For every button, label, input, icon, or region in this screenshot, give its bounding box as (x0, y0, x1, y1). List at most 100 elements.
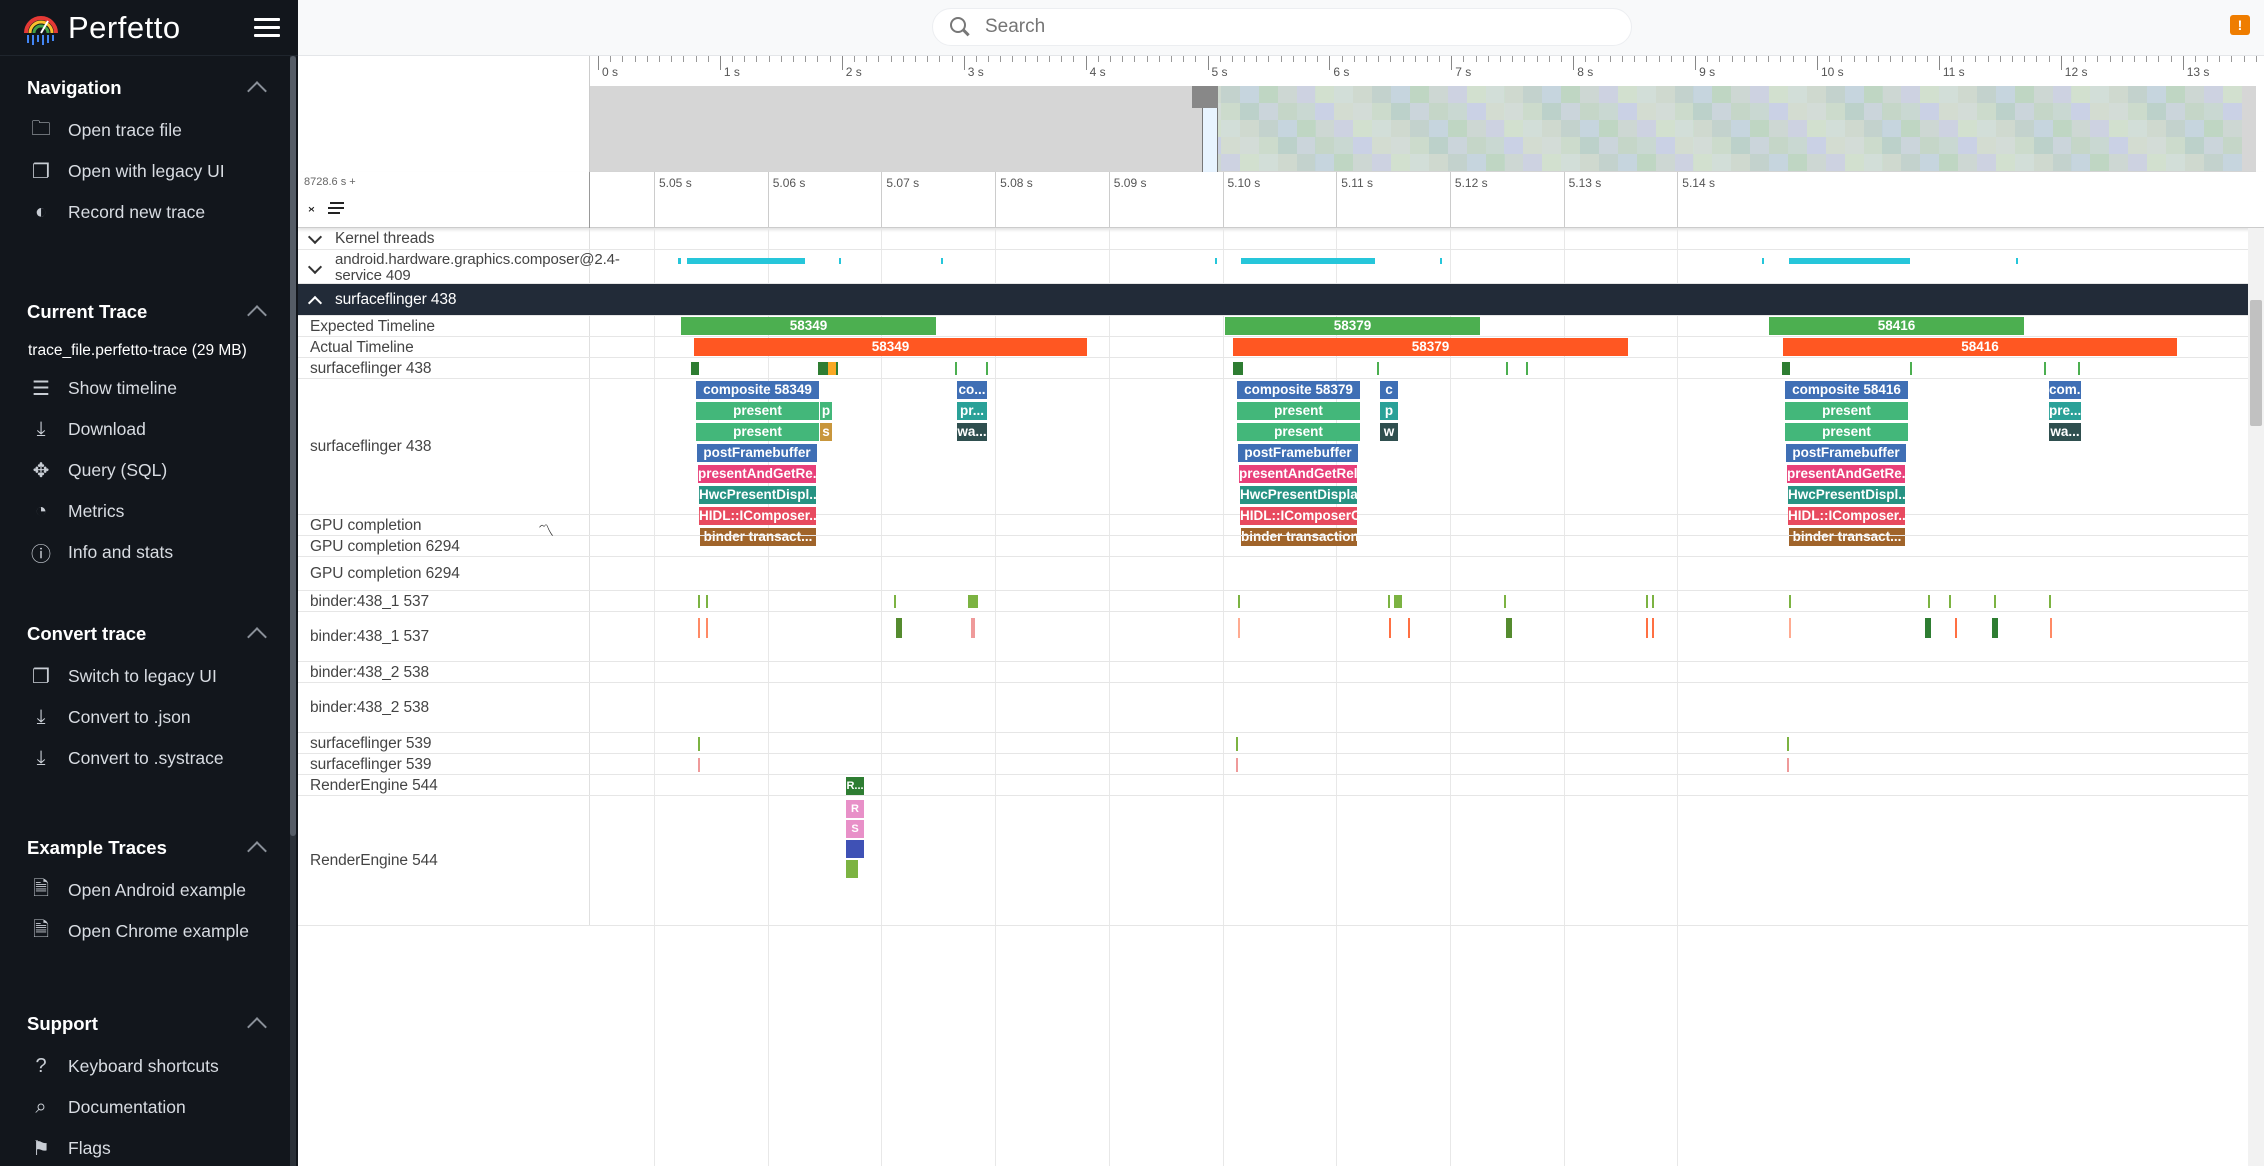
track-gpu-completion-6294-b[interactable]: GPU completion 6294 (298, 557, 2254, 591)
binder-mark[interactable] (698, 595, 700, 608)
sidebar-item-switch-to-legacy-ui[interactable]: ❐ Switch to legacy UI (0, 656, 290, 697)
search-input[interactable] (985, 16, 1585, 38)
chevron-up-icon[interactable] (247, 841, 267, 861)
slice-hwcpresentdispl[interactable]: HwcPresentDispl... (699, 486, 816, 504)
binder-mark[interactable] (971, 618, 975, 638)
track-label-area[interactable] (298, 536, 590, 556)
slice-hidlicomposer[interactable]: HIDL::IComposer... (1788, 507, 1905, 525)
sidebar-item-download[interactable]: ⤓ Download (0, 409, 290, 450)
track-label-area[interactable] (298, 733, 590, 753)
binder-mark[interactable] (896, 618, 902, 638)
slice-small[interactable]: p (1380, 402, 1398, 420)
section-header-current-trace[interactable]: Current Trace (0, 290, 290, 334)
slice-renderengine[interactable]: R (846, 800, 864, 818)
service-slice[interactable] (1440, 258, 1442, 264)
track-kernel-threads[interactable]: Kernel threads (298, 228, 2254, 250)
sidebar-item-open-trace-file[interactable]: 🗀 Open trace file (0, 110, 290, 151)
binder-mark[interactable] (1238, 618, 1240, 638)
track-label-area[interactable] (298, 591, 590, 611)
actual-frame-slice[interactable]: 58379 (1233, 338, 1628, 356)
binder-mark[interactable] (894, 595, 896, 608)
slice-renderengine[interactable]: R... (846, 777, 864, 795)
binder-mark[interactable] (1652, 595, 1654, 608)
service-slice[interactable] (1789, 258, 1910, 264)
track-label-area[interactable] (298, 316, 590, 336)
track-re-544-a[interactable]: RenderEngine 544 R... (298, 775, 2254, 796)
track-label-area[interactable] (298, 775, 590, 795)
binder-mark[interactable] (1652, 618, 1654, 638)
overview-heatmap[interactable] (590, 86, 2256, 172)
track-sf-539-b[interactable]: surfaceflinger 539 (298, 754, 2254, 775)
binder-mark[interactable] (1928, 595, 1930, 608)
collapse-all-icon[interactable]: ⌄ ⌃ (306, 198, 317, 221)
slice-present[interactable]: present (696, 402, 819, 420)
thread-state-mark[interactable] (1526, 362, 1528, 375)
track-label-area[interactable] (298, 337, 590, 357)
sidebar-scroll-thumb[interactable] (290, 56, 296, 836)
binder-mark[interactable] (706, 618, 708, 638)
track-scroll-thumb[interactable] (2250, 300, 2262, 426)
track-expected-timeline[interactable]: Expected Timeline 58349 58379 58416 (298, 316, 2254, 337)
track-label-area[interactable] (298, 515, 590, 535)
slice-binder[interactable]: binder transact... (700, 528, 816, 546)
slice-small[interactable]: w (1380, 423, 1398, 441)
slice-presentandgetre[interactable]: presentAndGetRe... (1787, 465, 1905, 483)
thread-state-mark[interactable] (2044, 362, 2046, 375)
binder-mark[interactable] (1238, 595, 1240, 608)
slice-hwcpresentdispl[interactable]: HwcPresentDispl... (1788, 486, 1905, 504)
track-binder-2-b[interactable]: binder:438_2 538 (298, 683, 2254, 733)
binder-mark[interactable] (1646, 618, 1648, 638)
expected-frame-slice[interactable]: 58379 (1225, 317, 1480, 335)
slice-composite[interactable]: composite 58349 (696, 381, 819, 399)
sidebar-item-documentation[interactable]: ⌕ Documentation (0, 1087, 290, 1128)
track-actual-timeline[interactable]: Actual Timeline 58349 58379 58416 (298, 337, 2254, 358)
thread-state-mark[interactable] (1506, 362, 1508, 375)
slice-present[interactable]: present (1237, 423, 1360, 441)
slice-presentandgetrele[interactable]: presentAndGetRele... (1239, 465, 1357, 483)
slice-postframebuffer[interactable]: postFramebuffer (697, 444, 817, 462)
binder-mark[interactable] (2049, 595, 2051, 608)
binder-mark[interactable] (1504, 595, 1506, 608)
track-label-area[interactable] (298, 358, 590, 378)
binder-mark[interactable] (1994, 595, 1996, 608)
slice-hwcpresentdisplay[interactable]: HwcPresentDisplay (1240, 486, 1357, 504)
sidebar-item-show-timeline[interactable]: ☰ Show timeline (0, 368, 290, 409)
slice-small[interactable]: p (820, 402, 832, 420)
slice-small[interactable]: s (820, 423, 832, 441)
sidebar-item-convert-to-json[interactable]: ⤓ Convert to .json (0, 697, 290, 738)
slice-small[interactable]: com... (2049, 381, 2081, 399)
service-slice[interactable] (1762, 258, 1764, 264)
binder-mark[interactable] (1506, 618, 1512, 638)
binder-mark[interactable] (2050, 618, 2052, 638)
slice-hidlicomposer[interactable]: HIDL::IComposer... (699, 507, 816, 525)
thread-state-mark[interactable] (986, 362, 988, 375)
service-slice[interactable] (941, 258, 943, 264)
binder-mark[interactable] (1388, 595, 1390, 608)
binder-mark[interactable] (1389, 618, 1391, 638)
track-label-area[interactable] (298, 612, 590, 661)
sidebar-item-info-and-stats[interactable]: ⓘ Info and stats (0, 532, 290, 573)
track-label-area[interactable] (298, 557, 590, 590)
slice-present[interactable]: present (696, 423, 819, 441)
actual-frame-slice[interactable]: 58349 (694, 338, 1087, 356)
thread-mark[interactable] (1236, 737, 1238, 751)
section-header-convert-trace[interactable]: Convert trace (0, 612, 290, 656)
service-slice[interactable] (678, 258, 681, 264)
slice-small[interactable]: wa... (957, 423, 987, 441)
track-label-area[interactable] (298, 228, 590, 249)
viewport-handle[interactable] (1192, 86, 1218, 108)
thread-state-mark[interactable] (2078, 362, 2080, 375)
slice-presentandgetre[interactable]: presentAndGetRe... (698, 465, 816, 483)
track-label-area[interactable] (298, 379, 590, 514)
slice-small[interactable]: wa... (2049, 423, 2081, 441)
chevron-up-icon[interactable] (247, 1017, 267, 1037)
renderengine-subslice[interactable] (846, 860, 858, 878)
chevron-up-icon[interactable] (247, 627, 267, 647)
thread-state-mark[interactable] (691, 362, 699, 375)
track-sf-438-b[interactable]: surfaceflinger 438 composite 58349 present… (298, 379, 2254, 546)
sidebar-item-flags[interactable]: ⚑ Flags (0, 1128, 290, 1166)
slice-present[interactable]: present (1785, 423, 1908, 441)
binder-mark[interactable] (1789, 595, 1791, 608)
actual-frame-slice[interactable]: 58416 (1783, 338, 2177, 356)
slice-present[interactable]: present (1237, 402, 1360, 420)
